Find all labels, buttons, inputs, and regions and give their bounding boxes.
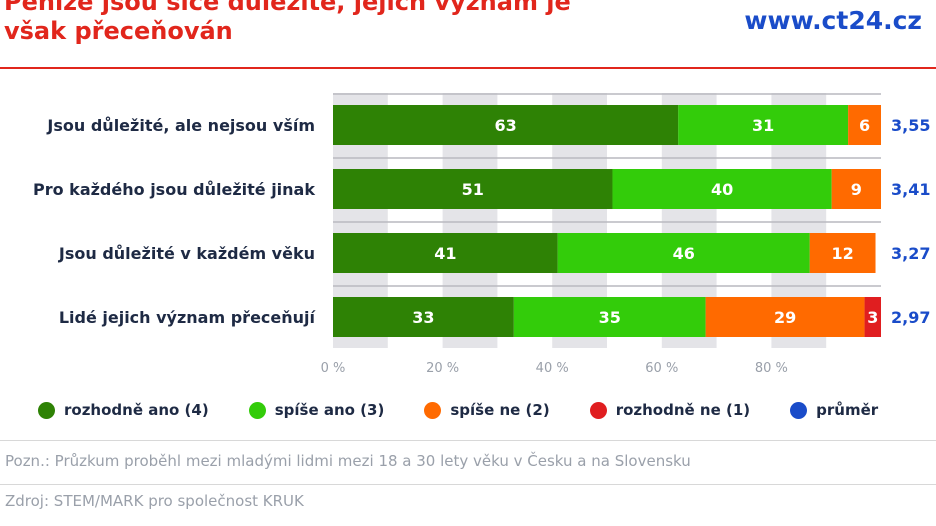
footnote: Pozn.: Průzkum proběhl mezi mladými lidm… — [5, 452, 691, 470]
average-value: 3,41 — [891, 180, 930, 199]
chart-legend: rozhodně ano (4) spíše ano (3) spíše ne … — [38, 398, 918, 422]
data-label: 31 — [752, 116, 774, 135]
bar-segment — [809, 233, 876, 273]
x-tick-label: 80 % — [755, 361, 788, 376]
bar-segment — [864, 297, 881, 337]
legend-swatch-rozhodne-ne — [589, 401, 607, 419]
bar-segment — [333, 169, 613, 209]
legend-item-prumer: průměr — [790, 401, 878, 419]
bar-segment — [848, 105, 881, 145]
bar-segment — [513, 297, 706, 337]
category-label: Lidé jejich význam přeceňují — [59, 308, 317, 327]
data-label: 40 — [711, 180, 733, 199]
average-value: 3,27 — [891, 244, 930, 263]
category-label: Jsou důležité, ale nejsou vším — [46, 116, 315, 135]
data-label: 63 — [494, 116, 516, 135]
x-tick-label: 60 % — [645, 361, 678, 376]
data-label: 41 — [434, 244, 456, 263]
bar-segment — [557, 233, 810, 273]
header-divider — [0, 67, 936, 69]
legend-label-rozhodne-ne: rozhodně ne (1) — [615, 401, 751, 419]
data-label: 9 — [851, 180, 862, 199]
legend-item-rozhodne-ano: rozhodně ano (4) — [38, 401, 209, 419]
source-divider — [0, 484, 936, 485]
data-label: 33 — [412, 308, 434, 327]
legend-swatch-rozhodne-ano — [38, 401, 55, 419]
category-label: Jsou důležité v každém věku — [58, 244, 315, 263]
x-tick-label: 20 % — [426, 361, 459, 376]
data-label: 51 — [462, 180, 484, 199]
bar-segment — [705, 297, 865, 337]
data-label: 6 — [859, 116, 870, 135]
bar-segment — [333, 297, 514, 337]
data-label: 3 — [867, 308, 878, 327]
bar-segment — [333, 233, 558, 273]
bar-segment — [831, 169, 881, 209]
legend-swatch-spise-ano — [248, 401, 266, 419]
legend-swatch-spise-ne — [424, 401, 442, 419]
data-label: 35 — [599, 308, 621, 327]
data-label: 46 — [673, 244, 695, 263]
legend-label-spise-ano: spíše ano (3) — [274, 401, 385, 419]
legend-label-spise-ne: spíše ne (2) — [450, 401, 550, 419]
bar-segment — [333, 105, 679, 145]
footer-divider — [0, 440, 936, 441]
legend-item-spise-ne: spíše ne (2) — [424, 401, 550, 419]
brand-url[interactable]: www.ct24.cz — [744, 6, 922, 35]
chart-title: Peníze jsou sice důležité, jejich význam… — [4, 0, 571, 45]
source-line: Zdroj: STEM/MARK pro společnost KRUK — [5, 492, 304, 510]
legend-swatch-prumer — [790, 401, 808, 419]
data-label: 12 — [832, 244, 854, 263]
category-label: Pro každého jsou důležité jinak — [33, 180, 315, 199]
average-value: 2,97 — [891, 308, 930, 327]
legend-item-rozhodne-ne: rozhodně ne (1) — [589, 401, 751, 419]
x-tick-label: 40 % — [536, 361, 569, 376]
legend-label-prumer: průměr — [816, 401, 879, 419]
bar-segment — [612, 169, 832, 209]
x-tick-label: 0 % — [321, 361, 346, 376]
legend-item-spise-ano: spíše ano (3) — [248, 401, 385, 419]
legend-label-rozhodne-ano: rozhodně ano (4) — [64, 401, 209, 419]
average-value: 3,55 — [891, 116, 930, 135]
bar-segment — [678, 105, 849, 145]
data-label: 29 — [774, 308, 796, 327]
